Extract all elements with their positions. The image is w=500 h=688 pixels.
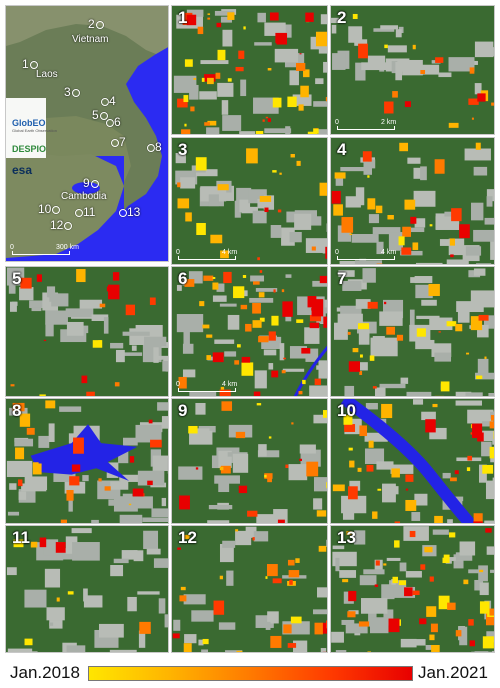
panel-11-map [6, 526, 168, 652]
panel-7-map [331, 267, 494, 396]
site-marker-11: 11 [74, 206, 95, 218]
site-marker-8: 8 [146, 141, 162, 153]
esa-logo: esa [12, 163, 33, 177]
colorbar-start-label: Jan.2018 [10, 663, 80, 682]
despio-logo: DESPIO [12, 144, 47, 154]
panel-6-label: 6 [178, 269, 188, 288]
panel-13-label: 13 [337, 528, 356, 547]
panel-10-map [331, 399, 494, 523]
site-marker-3: 3 [64, 86, 80, 98]
panel-10: 10 [330, 398, 495, 524]
panel-8-map [6, 399, 168, 523]
panel-1-map [172, 6, 327, 134]
panel-13-map [331, 526, 494, 652]
panel-1: 1 [171, 5, 328, 135]
site-marker-1: 1 [22, 58, 38, 70]
site-marker-10: 10 [38, 203, 61, 215]
panel-2-map [331, 6, 494, 134]
site-marker-13: 13 [118, 206, 140, 218]
site-marker-4: 4 [100, 95, 116, 107]
country-label-vietnam: Vietnam [72, 34, 109, 45]
panel-12-label: 12 [178, 528, 197, 547]
panel-5-map [6, 267, 168, 396]
overview-map: Vietnam Laos Cambodia 1 2 3 4 5 6 7 8 9 … [5, 5, 169, 262]
panel-5-label: 5 [12, 269, 22, 288]
panel-11-label: 11 [12, 528, 30, 547]
panel-9: 9 [171, 398, 328, 524]
panel-3-map [172, 138, 327, 264]
panel-5: 5 [5, 266, 169, 397]
colorbar-end-label: Jan.2021 [418, 663, 488, 682]
site-marker-6: 6 [105, 116, 121, 128]
panel-3-label: 3 [178, 140, 188, 159]
panel-12-map [172, 526, 327, 652]
panel-11: 11 [5, 525, 169, 653]
site-marker-7: 7 [110, 136, 126, 148]
panel-7-label: 7 [337, 269, 347, 288]
site-marker-5: 5 [92, 109, 108, 121]
panel-12: 12 [171, 525, 328, 653]
panel-7: 7 [330, 266, 495, 397]
panel-1-label: 1 [178, 8, 188, 27]
panel-9-map [172, 399, 327, 523]
time-colorbar: Jan.2018 Jan.2021 [0, 657, 500, 688]
globeo-logo: GlobEO Global Earth Observation [12, 118, 57, 133]
site-marker-12: 12 [50, 219, 73, 231]
overview-map-graphic [6, 6, 168, 261]
panel-9-label: 9 [178, 401, 188, 420]
panel-8: 8 [5, 398, 169, 524]
panel-4-map [331, 138, 494, 264]
site-marker-9: 9 [83, 177, 99, 189]
country-label-cambodia: Cambodia [61, 191, 107, 202]
panel-8-label: 8 [12, 401, 22, 420]
country-label-laos: Laos [36, 69, 58, 80]
colorbar-gradient [88, 666, 413, 681]
panel-2-label: 2 [337, 8, 347, 27]
site-marker-2: 2 [88, 18, 104, 30]
panel-6-map [172, 267, 327, 396]
panel-13: 13 [330, 525, 495, 653]
panel-4-label: 4 [337, 140, 347, 159]
panel-10-label: 10 [337, 401, 356, 420]
